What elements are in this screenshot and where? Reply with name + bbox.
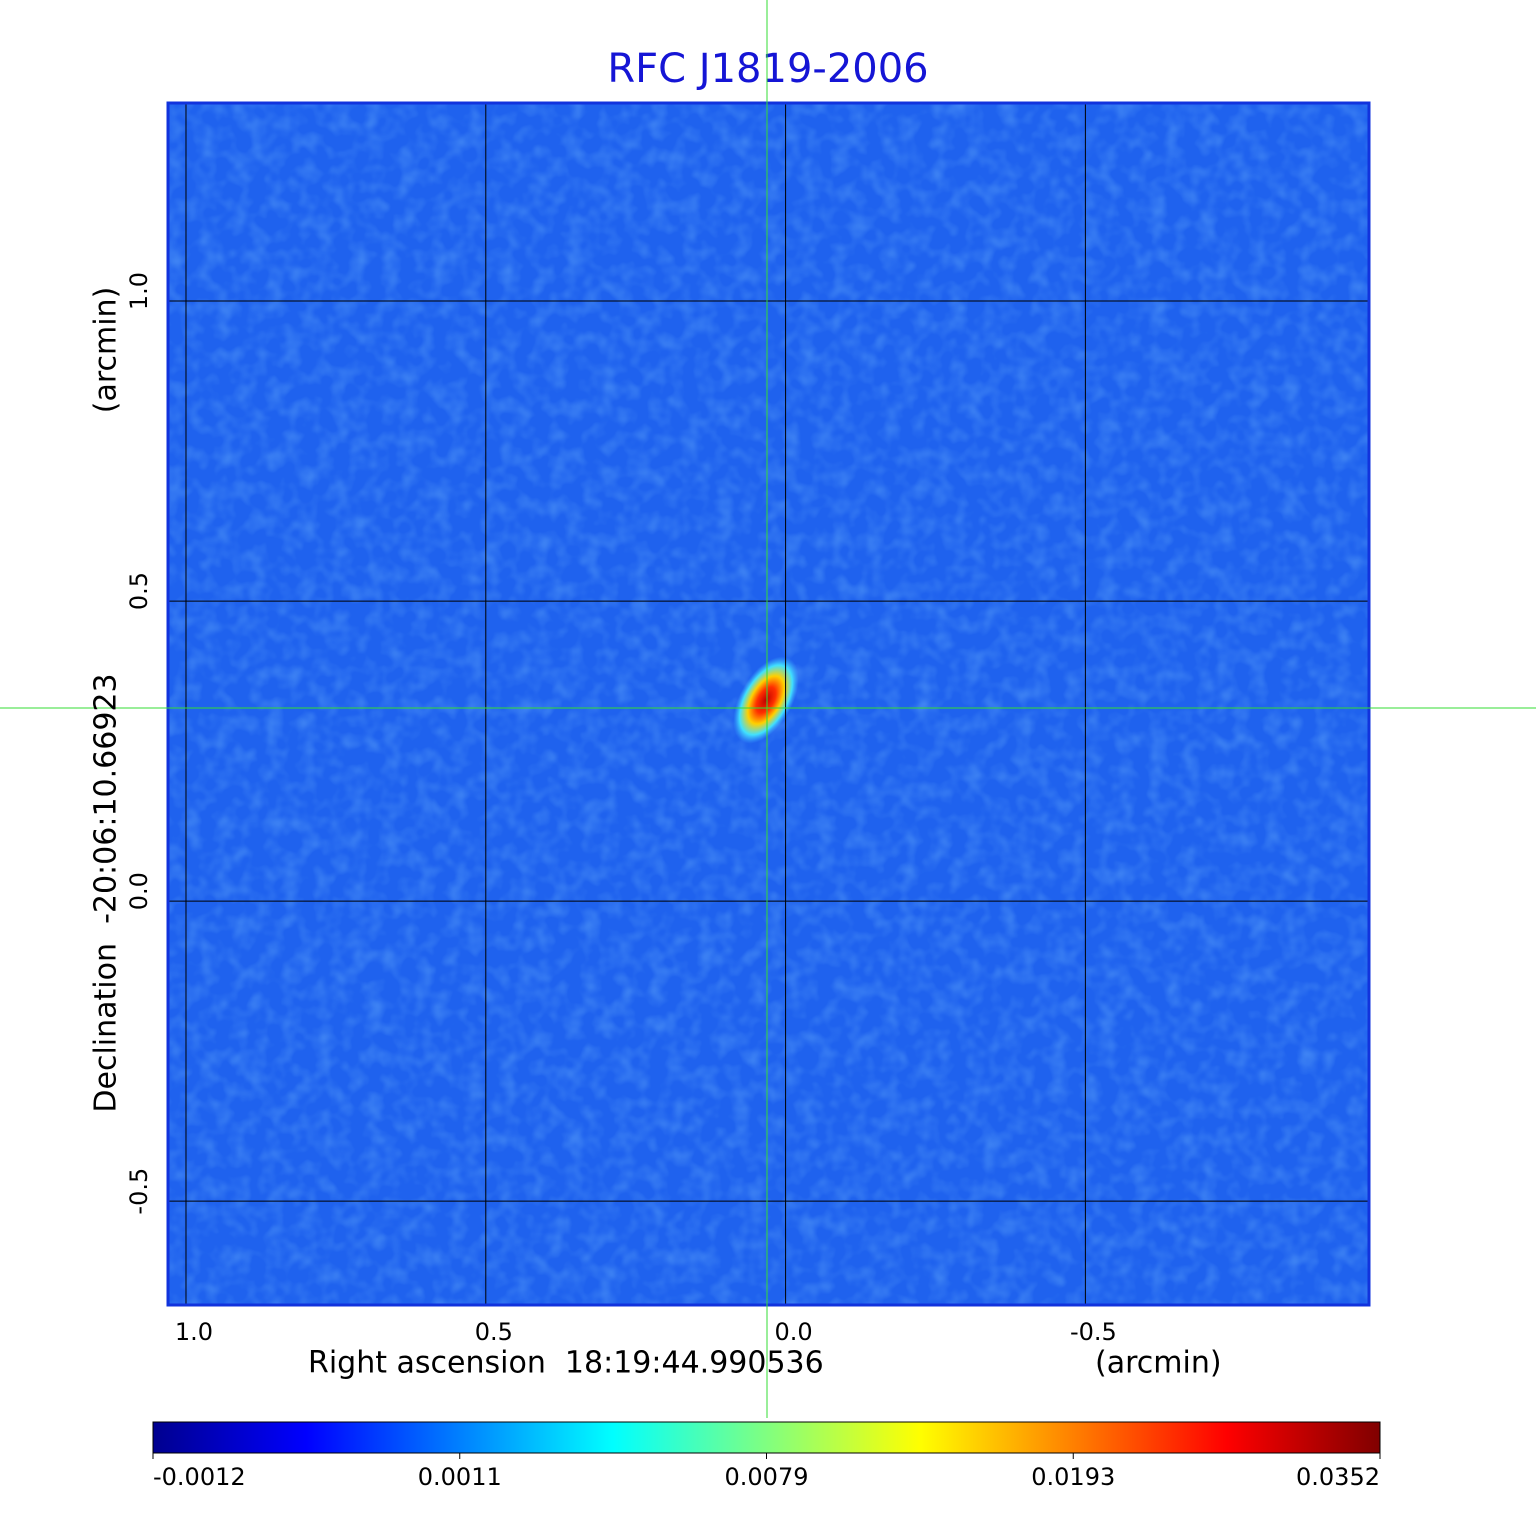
chart-title: RFC J1819-2006 (607, 46, 928, 92)
y-tick-label: 0.0 (125, 872, 153, 910)
y-axis-label: Declination -20:06:10.66923 (89, 673, 124, 1112)
x-tick-label: -0.5 (1070, 1318, 1117, 1346)
x-tick-label: 0.0 (775, 1318, 813, 1346)
y-tick-label: 1.0 (125, 272, 153, 310)
colorbar-tick-label: -0.0012 (153, 1463, 246, 1491)
colorbar-tick-label: 0.0079 (725, 1463, 809, 1491)
source (733, 656, 799, 744)
x-tick-label: 0.5 (475, 1318, 513, 1346)
colorbar-tick-label: 0.0011 (418, 1463, 502, 1491)
x-tick-label: 1.0 (175, 1318, 213, 1346)
plot-border (166, 101, 1371, 1307)
colorbar-tick-label: 0.0352 (1296, 1463, 1380, 1491)
x-axis-unit: (arcmin) (1095, 1346, 1222, 1381)
y-tick-label: 0.5 (125, 572, 153, 610)
y-tick-label: -0.5 (125, 1168, 153, 1215)
colorbar (152, 1421, 1381, 1454)
x-axis-label: Right ascension 18:19:44.990536 (308, 1346, 824, 1381)
y-axis-unit: (arcmin) (89, 287, 124, 414)
colorbar-tick-label: 0.0193 (1031, 1463, 1115, 1491)
image (168, 103, 1369, 1305)
